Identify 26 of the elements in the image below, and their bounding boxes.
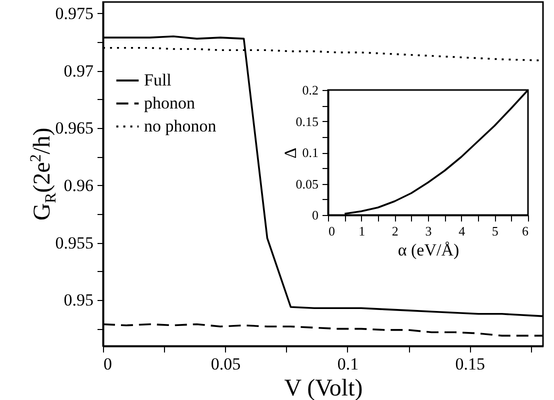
legend-label: no phonon — [144, 116, 217, 136]
y-tick-label: 0.96 — [64, 176, 94, 195]
x-tick-label: 2 — [392, 224, 398, 238]
x-tick-label: 5 — [492, 224, 498, 238]
y-tick-label: 0.05 — [296, 176, 318, 192]
y-tick-label: 0.95 — [64, 290, 94, 310]
x-tick-label: 1 — [358, 224, 366, 238]
x-tick-label: 3 — [425, 224, 432, 238]
x-tick-label: 0.05 — [210, 354, 241, 374]
x-axis-title: α (eV/Å) — [398, 240, 460, 260]
x-tick-label: 4 — [458, 224, 466, 238]
x-tick-label: 0.15 — [455, 354, 486, 374]
x-tick-label: 0.1 — [337, 354, 359, 374]
y-tick-label: 0.97 — [64, 61, 94, 80]
legend-label: phonon — [144, 94, 196, 112]
x-tick-label: 0 — [328, 224, 335, 238]
y-tick-label: 0.975 — [55, 4, 94, 23]
y-tick-label: 0.2 — [302, 82, 318, 98]
x-tick-label: 0 — [104, 354, 112, 374]
y-axis-title: Δ — [281, 147, 301, 158]
legend-label: Full — [144, 70, 172, 90]
x-tick-label: 6 — [522, 224, 529, 238]
y-tick-label: 0 — [312, 208, 318, 222]
y-tick-label: 0.15 — [296, 114, 318, 129]
y-tick-label: 0.1 — [302, 145, 318, 160]
y-tick-label: 0.955 — [55, 233, 94, 252]
